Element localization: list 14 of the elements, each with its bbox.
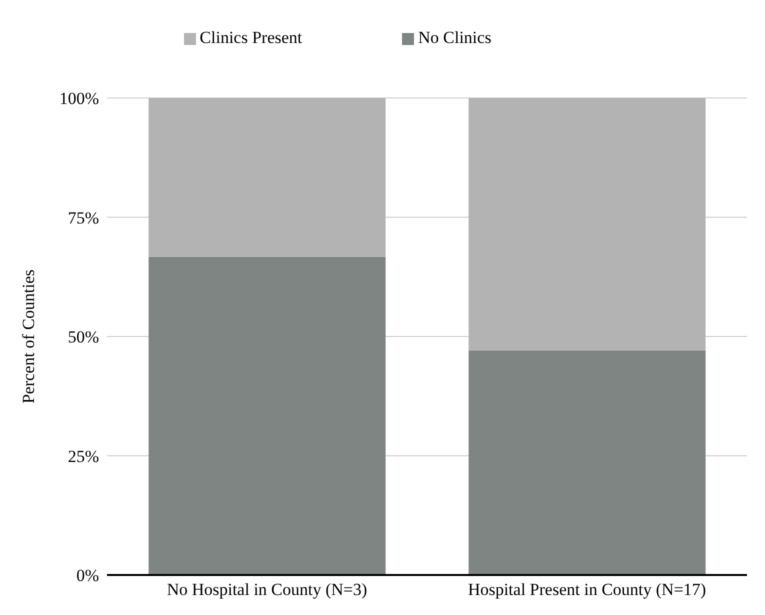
bar — [468, 98, 706, 350]
x-tick-label: No Hospital in County (N=3) — [166, 580, 368, 600]
bar — [148, 98, 386, 257]
y-tick-label: 50% — [68, 328, 99, 347]
y-tick-label: 75% — [68, 208, 99, 228]
y-tick-label: 25% — [68, 446, 99, 466]
y-tick-label: 0% — [76, 566, 99, 586]
legend-label: Clinics Present — [200, 28, 302, 47]
legend-label: No Clinics — [418, 28, 492, 47]
bar — [468, 350, 706, 575]
y-tick-label: 100% — [59, 89, 99, 108]
bar — [148, 256, 386, 575]
y-axis-title: Percent of Counties — [19, 269, 38, 404]
x-tick-label: Hospital Present in County (N=17) — [468, 580, 706, 600]
